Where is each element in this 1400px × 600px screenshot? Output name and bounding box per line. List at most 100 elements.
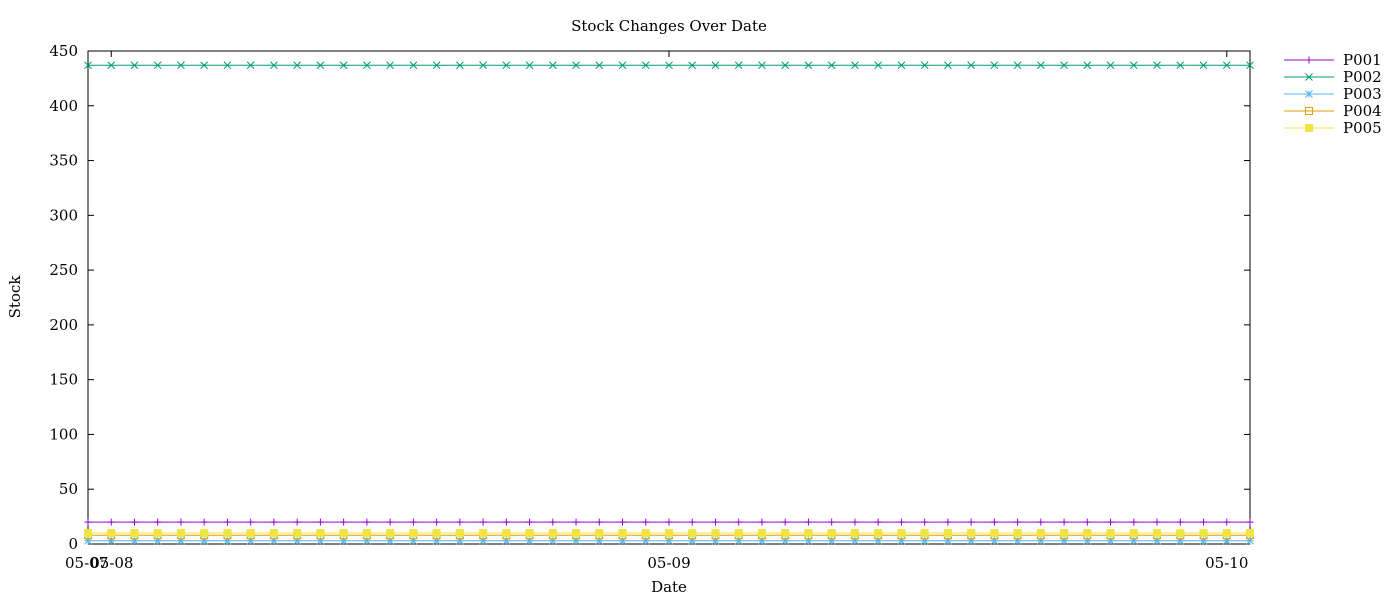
data-point	[1106, 529, 1115, 538]
y-axis-label: Stock	[6, 275, 24, 319]
data-point	[851, 61, 859, 70]
data-point	[1200, 518, 1208, 526]
data-point	[246, 529, 255, 538]
legend-label: P004	[1343, 102, 1382, 120]
data-point	[525, 61, 534, 70]
plot-frame	[87, 50, 1251, 545]
data-point	[850, 529, 859, 538]
data-point	[920, 61, 929, 70]
data-point	[595, 61, 604, 70]
data-point	[711, 61, 720, 70]
data-point	[316, 529, 325, 538]
data-point	[223, 61, 232, 70]
data-point	[409, 529, 418, 538]
data-point	[757, 529, 766, 538]
data-point	[339, 61, 348, 70]
y-tick-label: 350	[49, 152, 78, 170]
data-point	[270, 61, 278, 70]
data-point	[200, 529, 209, 538]
series-p001	[84, 518, 1254, 526]
data-point	[456, 518, 464, 526]
data-point	[455, 61, 464, 70]
x-axis-label: Date	[651, 578, 687, 596]
data-point	[548, 61, 557, 70]
data-point	[944, 518, 952, 526]
data-point	[1107, 518, 1115, 526]
data-point	[990, 61, 999, 70]
data-point	[293, 518, 301, 526]
y-tick-label: 0	[68, 535, 78, 553]
data-point	[409, 61, 418, 70]
data-point	[479, 529, 488, 538]
data-point	[409, 518, 417, 526]
legend-marker	[1305, 73, 1313, 81]
y-tick-label: 100	[49, 425, 78, 443]
data-point	[618, 61, 627, 70]
data-point	[758, 518, 766, 526]
legend-label: P001	[1343, 51, 1382, 69]
data-point	[153, 529, 162, 538]
data-point	[433, 518, 441, 526]
data-point	[781, 61, 790, 70]
data-point	[1060, 529, 1069, 538]
data-point	[1246, 518, 1254, 526]
data-point	[548, 529, 557, 538]
data-point	[525, 529, 534, 538]
data-point	[1222, 61, 1231, 70]
x-tick-label: 05-07	[65, 554, 108, 572]
data-point	[688, 61, 697, 70]
legend-label: P002	[1343, 68, 1382, 86]
data-point	[1176, 529, 1185, 538]
data-point	[781, 529, 790, 538]
data-point	[735, 518, 743, 526]
data-point	[1036, 529, 1045, 538]
data-point	[828, 518, 836, 526]
data-point	[432, 529, 441, 538]
data-point	[362, 529, 371, 538]
data-point	[851, 518, 859, 526]
data-point	[641, 61, 650, 70]
data-point	[804, 529, 813, 538]
data-point	[734, 529, 743, 538]
data-point	[572, 61, 580, 70]
data-point	[84, 529, 92, 538]
data-point	[1083, 518, 1091, 526]
data-point	[641, 529, 650, 538]
data-point	[176, 529, 185, 538]
data-point	[618, 529, 627, 538]
data-point	[572, 518, 580, 526]
legend-label: P003	[1343, 85, 1382, 103]
data-point	[386, 529, 395, 538]
y-tick-label: 200	[49, 316, 78, 334]
data-point	[1222, 529, 1231, 538]
data-point	[688, 529, 697, 538]
y-tick-label: 300	[49, 206, 78, 224]
data-point	[247, 518, 255, 526]
y-tick-label: 250	[49, 261, 78, 279]
data-point	[827, 529, 836, 538]
data-point	[711, 518, 719, 526]
data-point	[642, 518, 650, 526]
data-point	[386, 61, 394, 70]
data-point	[804, 518, 812, 526]
data-point	[920, 529, 929, 538]
data-point	[177, 518, 185, 526]
data-point	[246, 61, 255, 70]
data-point	[84, 61, 92, 70]
data-point	[455, 529, 464, 538]
x-tick-label: 05-10	[1205, 554, 1248, 572]
data-point	[1153, 529, 1162, 538]
data-point	[130, 518, 138, 526]
data-point	[595, 518, 603, 526]
data-point	[1199, 61, 1208, 70]
data-point	[549, 518, 557, 526]
y-tick-label: 150	[49, 371, 78, 389]
data-point	[293, 61, 302, 70]
series-p005	[84, 529, 1254, 538]
data-point	[153, 61, 162, 70]
x-tick-label: 05-08	[90, 554, 133, 572]
data-point	[340, 518, 348, 526]
y-axis: 0 50 100 150 200 250 300 350 400 450	[49, 42, 1250, 553]
data-point	[130, 529, 139, 538]
data-point	[316, 61, 325, 70]
